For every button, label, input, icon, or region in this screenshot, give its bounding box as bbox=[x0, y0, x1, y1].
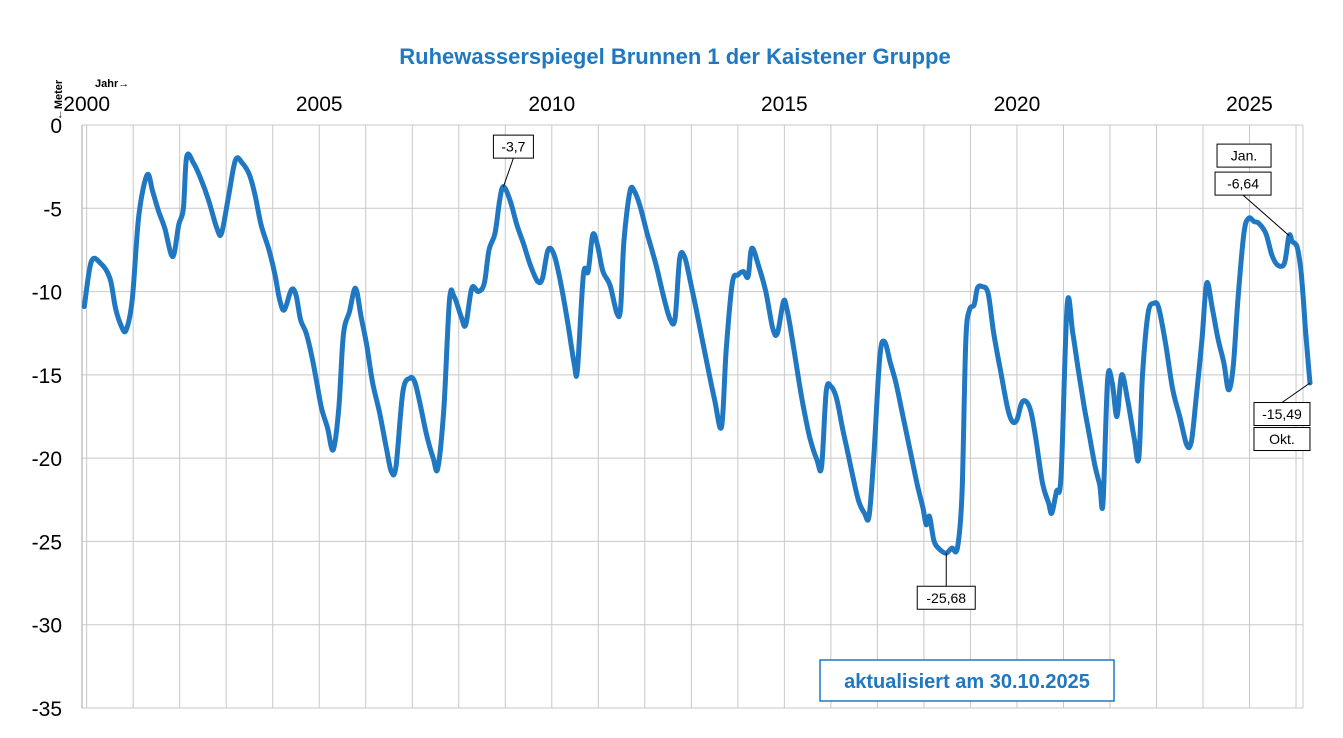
annotation-label: Jan. bbox=[1231, 148, 1257, 164]
y-tick-label: -25 bbox=[32, 531, 62, 554]
update-stamp: aktualisiert am 30.10.2025 bbox=[819, 659, 1115, 702]
tick-labels: 0 -5 -10 -15 -20 -25 -30 -35 2000 2005 2010 2015 202… bbox=[32, 93, 1273, 721]
y-axis-label: ←Meter bbox=[53, 79, 65, 120]
annotation-box bbox=[492, 134, 534, 159]
grid bbox=[81, 124, 1304, 709]
annotation-leader bbox=[1242, 194, 1290, 236]
x-tick-label: 2000 bbox=[63, 93, 110, 116]
x-tick-label: 2020 bbox=[994, 93, 1041, 116]
y-tick-label: -20 bbox=[32, 448, 62, 471]
annotation-label: -3,7 bbox=[501, 139, 525, 155]
annotation-box bbox=[1253, 402, 1311, 427]
annotations: -3,7 -25,68 Jan. -6,64 -15,49 Okt. bbox=[492, 134, 1311, 610]
annotation-box bbox=[1253, 427, 1311, 452]
annotation-leader bbox=[1281, 382, 1311, 403]
x-tick-label: 2010 bbox=[528, 93, 575, 116]
y-tick-label: -30 bbox=[32, 615, 62, 638]
series-layer bbox=[81, 151, 1313, 556]
y-tick-label: -5 bbox=[43, 198, 62, 221]
annotation-label: -25,68 bbox=[926, 590, 966, 606]
y-tick-label: -15 bbox=[32, 365, 62, 388]
x-tick-label: 2005 bbox=[296, 93, 343, 116]
annotation-box bbox=[1216, 143, 1272, 168]
update-stamp-text: aktualisiert am 30.10.2025 bbox=[844, 671, 1090, 693]
series-line bbox=[81, 151, 1313, 556]
annotation-label: Okt. bbox=[1269, 431, 1295, 447]
annotation-box bbox=[1214, 171, 1272, 196]
x-tick-label: 2025 bbox=[1226, 93, 1273, 116]
annotation-label: -15,49 bbox=[1262, 406, 1302, 422]
x-axis-label: Jahr→ bbox=[95, 78, 129, 90]
annotation-leader bbox=[502, 157, 514, 187]
y-tick-label: 0 bbox=[50, 115, 62, 138]
x-tick-label: 2015 bbox=[761, 93, 808, 116]
chart-title: Ruhewasserspiegel Brunnen 1 der Kaistene… bbox=[399, 44, 950, 69]
y-tick-label: -35 bbox=[32, 698, 62, 721]
annotation-box bbox=[916, 585, 976, 610]
annotation-label: -6,64 bbox=[1227, 176, 1259, 192]
y-tick-label: -10 bbox=[32, 282, 62, 305]
